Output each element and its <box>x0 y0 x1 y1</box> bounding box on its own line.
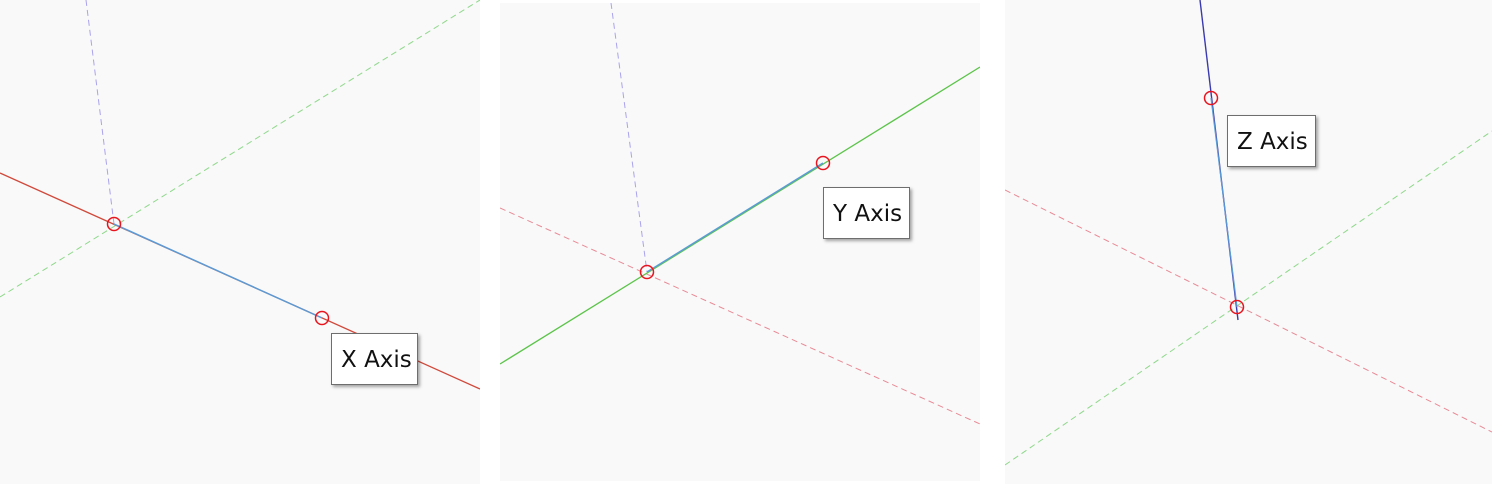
x-axis-tooltip: X Axis <box>331 333 418 385</box>
viewport-canvas[interactable] <box>500 3 980 481</box>
z-axis-tooltip: Z Axis <box>1227 115 1316 167</box>
endpoint-marker[interactable] <box>314 310 330 326</box>
y-axis-guide <box>0 0 480 298</box>
endpoint-marker[interactable] <box>1203 90 1219 106</box>
x-axis-guide <box>500 207 980 425</box>
viewport-z-axis[interactable]: Z Axis <box>1005 0 1492 484</box>
y-axis-tooltip: Y Axis <box>823 187 910 239</box>
selected-edge[interactable] <box>1210 97 1238 308</box>
viewport-canvas[interactable] <box>0 0 480 484</box>
origin-endpoint-marker[interactable] <box>1229 299 1245 315</box>
viewport-canvas[interactable] <box>1005 0 1492 484</box>
endpoint-marker[interactable] <box>815 155 831 171</box>
origin-endpoint-marker[interactable] <box>106 216 122 232</box>
y-axis-guide <box>1005 130 1492 466</box>
z-axis-guide <box>85 0 115 225</box>
viewport-x-axis[interactable]: X Axis <box>0 0 480 484</box>
viewport-y-axis[interactable]: Y Axis <box>500 3 980 481</box>
y-axis-line[interactable] <box>500 66 980 365</box>
origin-endpoint-marker[interactable] <box>639 264 655 280</box>
z-axis-guide <box>610 3 648 273</box>
selected-edge[interactable] <box>113 223 323 319</box>
x-axis-guide <box>1005 189 1492 433</box>
selected-edge[interactable] <box>646 162 824 273</box>
